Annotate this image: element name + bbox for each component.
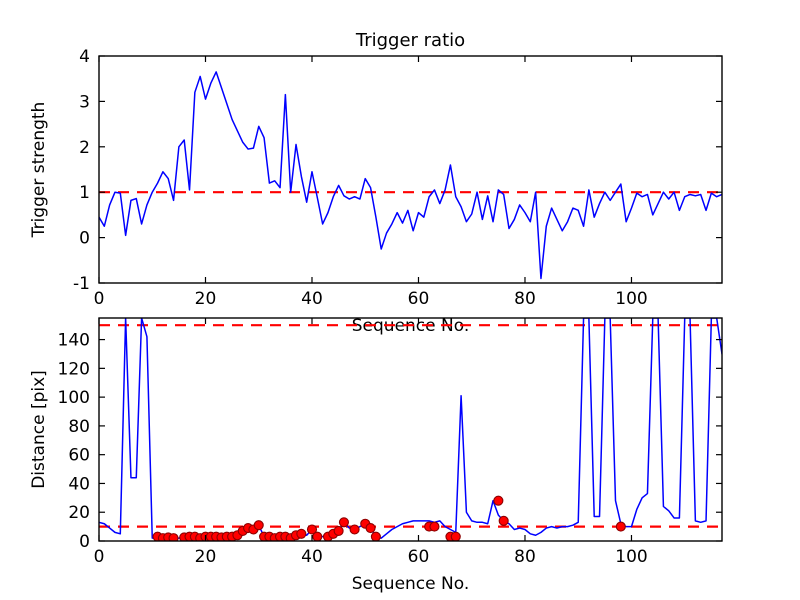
data-point-marker	[365, 522, 376, 534]
data-point-marker	[429, 521, 440, 532]
subplot-distance: 0 20 40 60 80 100 0 20 40 60 80 100 120 140 Sequence N…	[29, 317, 723, 594]
y-tick-label: 80	[68, 417, 90, 437]
x-tick-label: 60	[408, 547, 430, 567]
axes-frame	[98, 55, 723, 284]
y-tick-label: 120	[58, 359, 90, 379]
y-tick-label: 60	[68, 446, 90, 466]
x-tick-label: 0	[94, 289, 105, 309]
x-tick-label: 0	[94, 547, 105, 567]
plot-area-distance	[99, 318, 722, 541]
x-tick-label: 40	[301, 547, 323, 567]
y-axis-label: Trigger strength	[29, 102, 49, 239]
y-tick-label: -1	[73, 274, 90, 294]
data-point-marker	[306, 524, 318, 535]
y-tick-label: 0	[79, 532, 90, 552]
data-point-marker	[253, 520, 264, 531]
x-axis-label: Sequence No.	[352, 574, 469, 594]
x-tick-label: 80	[514, 547, 536, 567]
x-tick-label: 100	[615, 289, 647, 309]
data-series-line	[99, 71, 722, 280]
y-tick-label: 3	[79, 92, 90, 112]
data-point-marker	[615, 521, 626, 532]
data-point-marker	[312, 531, 323, 541]
x-tick-label: 40	[301, 289, 323, 309]
y-tick-label: 0	[79, 229, 90, 249]
y-tick-label: 20	[68, 503, 90, 523]
x-tick-label: 100	[615, 547, 647, 567]
y-tick-label: 4	[79, 47, 90, 67]
y-tick-label: 140	[58, 331, 90, 351]
y-tick-label: 40	[68, 474, 90, 494]
data-point-marker	[493, 495, 504, 506]
plot-area-trigger-ratio	[99, 71, 722, 280]
data-point-marker	[333, 525, 344, 536]
y-tick-label: 2	[79, 138, 90, 158]
data-point-marker	[296, 528, 307, 539]
data-point-marker	[370, 531, 381, 541]
axes-frame	[98, 317, 723, 542]
data-point-marker	[168, 533, 179, 541]
data-point-marker	[498, 515, 509, 526]
x-tick-label: 80	[514, 289, 536, 309]
x-tick-label: 20	[195, 289, 217, 309]
data-series-line	[99, 318, 722, 539]
data-point-marker	[450, 531, 461, 541]
y-axis-label: Distance [pix]	[29, 370, 49, 489]
y-tick-label: 100	[58, 388, 90, 408]
data-point-marker	[338, 517, 349, 528]
x-tick-label: 60	[408, 289, 430, 309]
y-tick-label: 1	[79, 183, 90, 203]
plot-title: Trigger ratio	[355, 30, 465, 51]
x-tick-label: 20	[195, 547, 217, 567]
data-point-marker	[349, 524, 360, 535]
